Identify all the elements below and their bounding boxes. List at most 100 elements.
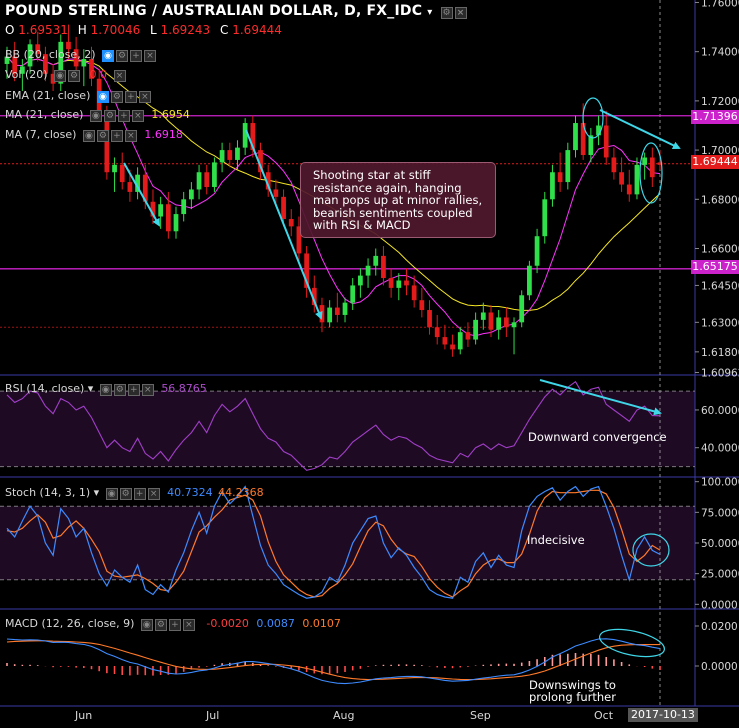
settings-icon[interactable]: ⚙ [113,384,126,396]
candle-body [626,184,632,195]
add-icon[interactable]: + [124,91,137,103]
candle-body [327,307,333,323]
add-icon[interactable]: + [117,110,130,122]
shooting-star-ellipse [582,97,604,139]
settings-icon[interactable]: ⚙ [103,110,116,122]
trend-arrow-june [123,162,160,227]
ohlc-readout: O 1.69531 H 1.70046 L 1.69243 C 1.69444 [5,23,288,37]
stoch-legend[interactable]: Stoch (14, 3, 1) ▾ ◉ ⚙ + × 40.7324 44.2368 [5,486,264,500]
candle-body [342,302,348,315]
indicator-vol[interactable]: Vol (20) ◉ ⚙ 0 0 × [5,68,128,82]
close-icon[interactable]: × [138,91,151,103]
stoch-d-line [6,489,661,598]
add-icon[interactable]: + [110,130,123,142]
current-date-label: 2017-10-13 [628,708,698,722]
eye-icon[interactable]: ◉ [140,619,153,631]
close-icon[interactable]: × [141,384,154,396]
hanging-man-ellipse [639,142,663,204]
candle-body [542,199,548,237]
settings-icon[interactable]: ⚙ [440,7,453,19]
indicator-ma7[interactable]: MA (7, close) ◉ ⚙ + × 1.6918 [5,128,183,142]
eye-icon[interactable]: ◉ [89,110,102,122]
chevron-down-icon[interactable]: ▾ [87,382,94,395]
eye-icon[interactable]: ◉ [99,384,112,396]
add-icon[interactable]: + [168,619,181,631]
candle-body [304,253,309,288]
stoch-tick-label: 0.0000 [701,599,738,611]
settings-icon[interactable]: ⚙ [116,50,128,62]
candle-body [334,307,340,315]
settings-icon[interactable]: ⚙ [110,91,123,103]
close-icon[interactable]: × [131,110,144,122]
rsi-annotation: Downward convergence [528,430,667,444]
candle-body [465,332,471,340]
candle-body [404,280,409,286]
close-icon[interactable]: × [113,70,126,82]
close-icon[interactable]: × [454,7,467,19]
rsi-convergence-arrow [539,379,662,416]
candle-body [127,182,133,192]
price-tick-label: 1.72000 [701,96,739,108]
candle-body [596,125,601,136]
indicator-ma7-value: 1.6918 [144,128,183,141]
candle-body [242,123,248,148]
macd-signal-value: 0.0107 [302,617,341,630]
eye-icon[interactable]: ◉ [96,91,109,103]
ma7-line [6,56,661,337]
add-icon[interactable]: + [130,50,142,62]
candle-body [519,295,525,323]
candle-body [212,162,217,187]
settings-icon[interactable]: ⚙ [154,619,167,631]
candle-body [204,172,210,187]
eye-icon[interactable]: ◉ [102,50,114,62]
close-icon[interactable]: × [147,488,160,500]
open-value: 1.69531 [18,23,68,37]
settings-icon[interactable]: ⚙ [68,70,81,82]
close-icon[interactable]: × [182,619,195,631]
candle-body [235,147,240,160]
rsi-tick-label: 40.0000 [701,443,739,455]
stoch-k-line [6,485,661,599]
eye-icon[interactable]: ◉ [105,488,118,500]
candle-body [196,172,202,190]
close-icon[interactable]: × [144,50,156,62]
candle-body [573,123,578,151]
candle-body [496,317,502,330]
indicator-ma21[interactable]: MA (21, close) ◉ ⚙ + × 1.6954 [5,108,190,122]
rsi-legend[interactable]: RSI (14, close) ▾ ◉ ⚙ + × 56.8765 [5,382,207,396]
settings-icon[interactable]: ⚙ [96,130,109,142]
candle-body [250,123,256,151]
stoch-tick-label: 100.000 [701,477,739,489]
macd-legend[interactable]: MACD (12, 26, close, 9) ◉ ⚙ + × -0.0020 0.0… [5,617,341,631]
candle-body [350,285,356,303]
add-icon[interactable]: + [133,488,146,500]
indicator-bb[interactable]: BB (20, close, 2) ◉ ⚙ + × [5,48,158,62]
candle-body [12,56,18,74]
candle-body [611,157,617,173]
candle-body [634,164,640,195]
rsi-value: 56.8765 [161,382,207,395]
chevron-down-icon[interactable]: ▾ [93,486,100,499]
candle-body [81,59,87,67]
symbol-title[interactable]: POUND STERLING / AUSTRALIAN DOLLAR, D, F… [5,3,423,19]
candle-body [419,300,425,311]
candle-body [619,172,624,185]
rsi-label: RSI (14, close) [5,382,85,395]
rsi-line [6,380,661,471]
candle-body [427,310,432,328]
candle-body [365,265,371,276]
high-value: 1.70046 [90,23,141,37]
candle-body [219,150,225,163]
candle-body [396,280,402,288]
symbol-dropdown-icon[interactable]: ▾ [427,7,433,18]
close-icon[interactable]: × [124,130,137,142]
eye-icon[interactable]: ◉ [82,130,95,142]
candle-body [550,172,555,200]
candle-body [258,150,263,173]
settings-icon[interactable]: ⚙ [119,488,132,500]
indicator-ema[interactable]: EMA (21, close) ◉ ⚙ + × [5,89,153,103]
add-icon[interactable]: + [127,384,140,396]
candle-body [265,172,271,190]
eye-icon[interactable]: ◉ [54,70,67,82]
